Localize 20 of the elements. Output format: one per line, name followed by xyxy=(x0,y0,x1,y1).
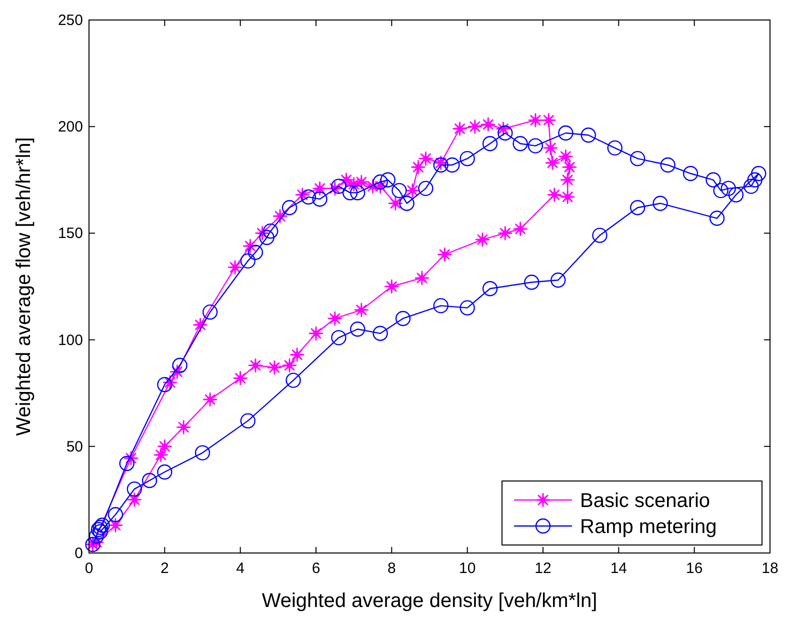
y-tick-label: 200 xyxy=(58,118,83,136)
x-tick-label: 8 xyxy=(387,560,396,577)
x-tick-label: 4 xyxy=(236,560,245,577)
x-tick-label: 14 xyxy=(610,560,628,577)
x-axis-title: Weighted average density [veh/km*ln] xyxy=(262,590,598,612)
x-tick-label: 2 xyxy=(160,560,169,577)
y-tick-label: 50 xyxy=(66,438,83,456)
y-tick-label: 0 xyxy=(74,545,83,562)
x-tick-label: 16 xyxy=(686,560,703,577)
y-tick-label: 150 xyxy=(58,225,83,242)
x-tick-label: 0 xyxy=(84,560,94,577)
x-tick-label: 6 xyxy=(312,560,320,577)
legend-label: Basic scenario xyxy=(580,490,710,512)
x-tick-label: 18 xyxy=(762,560,778,577)
y-tick-label: 100 xyxy=(58,332,83,349)
x-tick-label: 12 xyxy=(534,560,552,577)
legend-label: Ramp metering xyxy=(580,516,717,538)
y-tick-label: 250 xyxy=(58,12,83,29)
y-axis-title: Weighted average flow [veh/hr*ln] xyxy=(13,137,35,436)
x-tick-label: 10 xyxy=(458,560,476,577)
